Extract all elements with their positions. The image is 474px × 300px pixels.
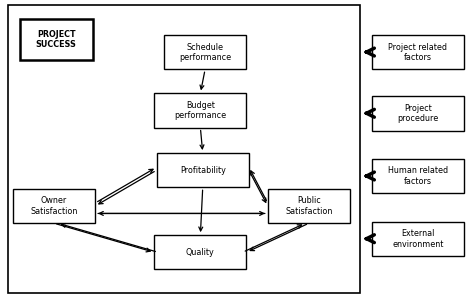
Bar bbox=[8, 5, 360, 293]
Text: Owner
Satisfaction: Owner Satisfaction bbox=[30, 196, 78, 216]
Bar bbox=[155, 93, 246, 128]
Bar bbox=[156, 153, 249, 187]
Bar bbox=[164, 35, 246, 69]
Bar bbox=[372, 222, 464, 256]
Bar bbox=[372, 159, 464, 193]
Text: PROJECT
SUCCESS: PROJECT SUCCESS bbox=[36, 30, 77, 49]
Text: Project
procedure: Project procedure bbox=[397, 104, 438, 123]
Bar bbox=[155, 235, 246, 269]
Bar bbox=[19, 19, 93, 60]
Bar bbox=[372, 96, 464, 130]
Text: Project related
factors: Project related factors bbox=[388, 43, 447, 62]
Bar bbox=[268, 189, 350, 223]
Text: Public
Satisfaction: Public Satisfaction bbox=[285, 196, 333, 216]
Bar bbox=[12, 189, 95, 223]
Text: Schedule
performance: Schedule performance bbox=[179, 43, 231, 62]
Text: Quality: Quality bbox=[186, 248, 215, 257]
Text: Profitability: Profitability bbox=[180, 166, 226, 175]
Text: Human related
factors: Human related factors bbox=[388, 167, 448, 186]
Text: External
environment: External environment bbox=[392, 229, 444, 248]
Bar bbox=[372, 35, 464, 69]
Text: Budget
performance: Budget performance bbox=[174, 101, 227, 120]
